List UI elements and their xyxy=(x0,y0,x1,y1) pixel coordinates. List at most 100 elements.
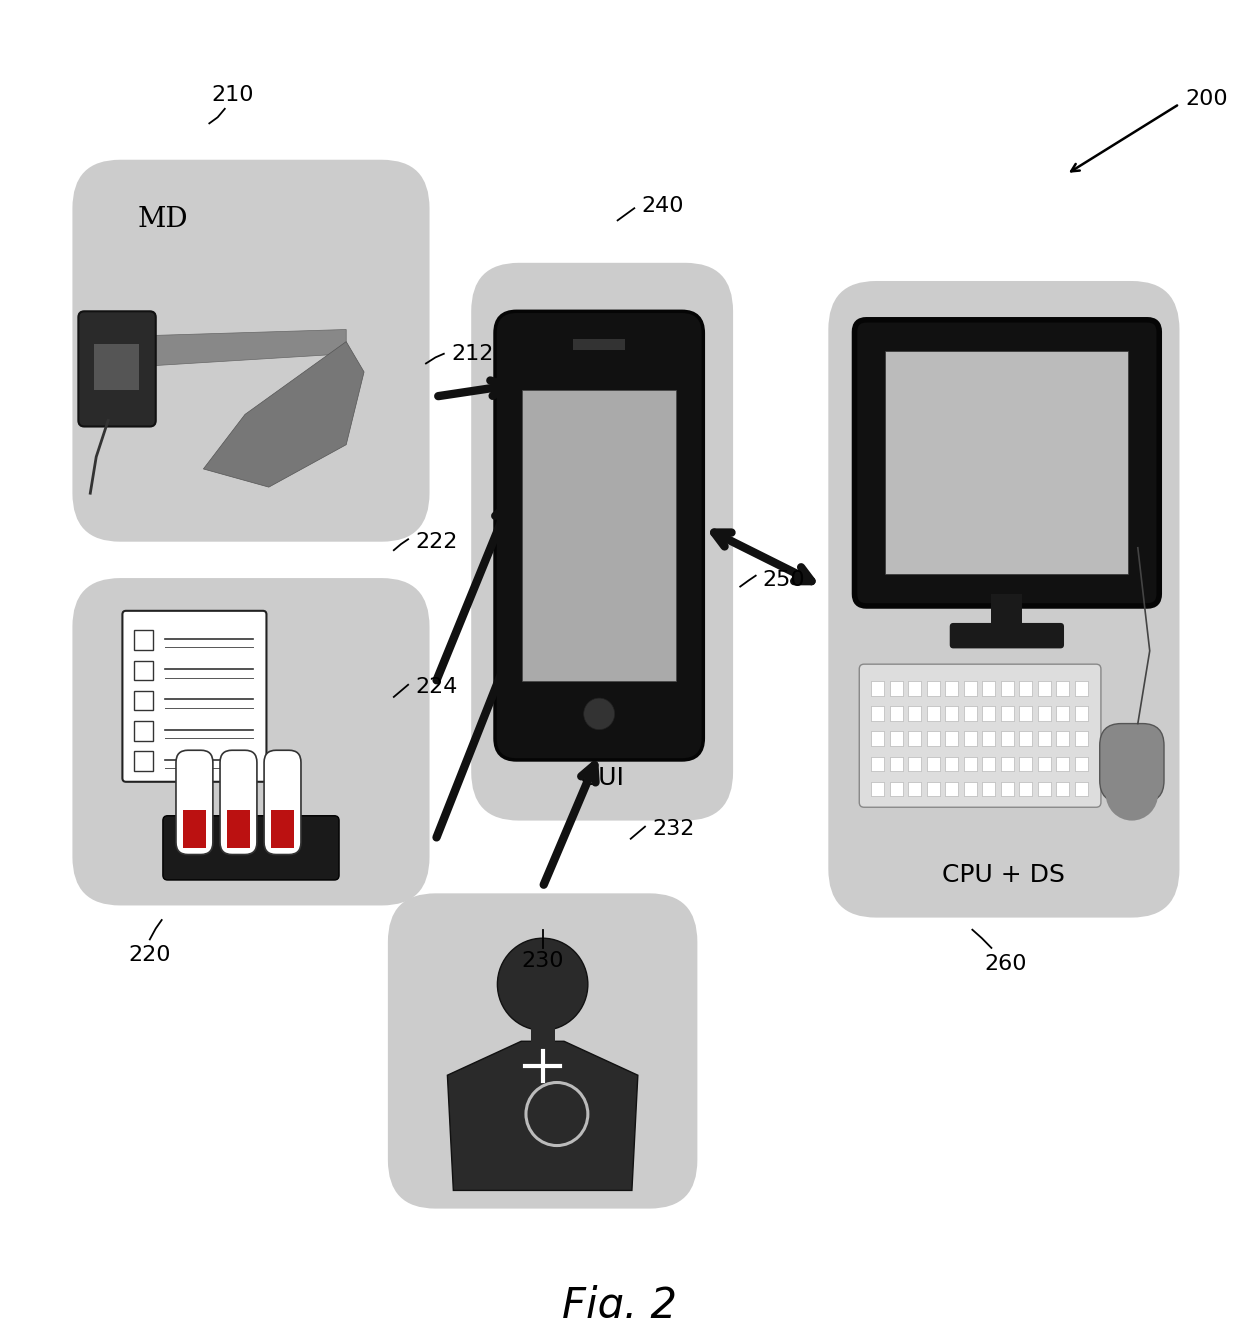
Bar xyxy=(1038,782,1050,796)
Bar xyxy=(963,757,977,771)
Bar xyxy=(1075,782,1087,796)
Bar xyxy=(945,757,959,771)
Text: 212: 212 xyxy=(451,344,494,364)
Bar xyxy=(1056,706,1069,721)
Circle shape xyxy=(584,699,615,730)
FancyBboxPatch shape xyxy=(219,750,257,854)
Bar xyxy=(872,706,884,721)
Bar xyxy=(184,809,206,849)
Bar xyxy=(872,757,884,771)
Bar xyxy=(134,751,154,771)
Bar xyxy=(1019,757,1033,771)
Bar xyxy=(134,630,154,650)
Text: Fig. 2: Fig. 2 xyxy=(563,1285,677,1318)
Bar xyxy=(94,344,139,390)
Bar xyxy=(1075,731,1087,746)
Bar xyxy=(1001,731,1014,746)
Bar xyxy=(945,681,959,696)
Bar xyxy=(1056,757,1069,771)
Bar xyxy=(982,782,996,796)
Bar xyxy=(1056,731,1069,746)
Text: 222: 222 xyxy=(415,531,458,552)
Circle shape xyxy=(497,938,588,1031)
Bar xyxy=(1075,681,1087,696)
Text: 220: 220 xyxy=(129,945,171,965)
Bar xyxy=(1001,782,1014,796)
Text: 232: 232 xyxy=(652,818,694,840)
Bar xyxy=(1038,681,1050,696)
Bar xyxy=(1056,782,1069,796)
FancyBboxPatch shape xyxy=(471,262,733,821)
Bar xyxy=(982,731,996,746)
Bar xyxy=(885,352,1128,575)
Text: 224: 224 xyxy=(415,677,458,697)
Bar xyxy=(1075,757,1087,771)
Text: MD: MD xyxy=(138,206,188,233)
Text: GUI: GUI xyxy=(579,766,625,791)
Bar xyxy=(982,706,996,721)
Bar xyxy=(908,782,921,796)
Bar xyxy=(1001,681,1014,696)
Bar xyxy=(889,757,903,771)
Bar xyxy=(926,757,940,771)
Bar xyxy=(134,660,154,680)
Bar xyxy=(926,706,940,721)
Bar xyxy=(531,1025,554,1048)
Bar xyxy=(134,691,154,710)
FancyBboxPatch shape xyxy=(388,894,697,1209)
Bar xyxy=(945,782,959,796)
FancyBboxPatch shape xyxy=(78,311,156,427)
Bar xyxy=(1038,706,1050,721)
Bar xyxy=(889,782,903,796)
Bar xyxy=(1019,706,1033,721)
Bar xyxy=(908,706,921,721)
Text: 230: 230 xyxy=(521,952,564,971)
Bar xyxy=(992,594,1022,633)
Bar xyxy=(982,757,996,771)
FancyBboxPatch shape xyxy=(176,750,213,854)
Bar xyxy=(963,681,977,696)
Bar xyxy=(1038,731,1050,746)
Text: CPU + DS: CPU + DS xyxy=(942,863,1065,887)
FancyBboxPatch shape xyxy=(950,623,1064,648)
Bar xyxy=(908,681,921,696)
Bar xyxy=(522,390,676,681)
FancyBboxPatch shape xyxy=(828,281,1179,917)
Bar xyxy=(926,782,940,796)
Bar xyxy=(872,731,884,746)
Bar xyxy=(272,809,294,849)
Text: 200: 200 xyxy=(1185,90,1228,109)
Bar xyxy=(889,731,903,746)
FancyBboxPatch shape xyxy=(854,320,1159,606)
Bar xyxy=(1038,757,1050,771)
Bar xyxy=(908,731,921,746)
Bar xyxy=(926,731,940,746)
Bar xyxy=(889,706,903,721)
FancyBboxPatch shape xyxy=(495,311,703,760)
Bar xyxy=(963,706,977,721)
FancyBboxPatch shape xyxy=(72,579,429,905)
Bar xyxy=(926,681,940,696)
Polygon shape xyxy=(448,1041,637,1190)
Text: 240: 240 xyxy=(641,196,684,216)
Wedge shape xyxy=(1106,793,1158,821)
Bar xyxy=(1019,782,1033,796)
FancyBboxPatch shape xyxy=(859,664,1101,807)
FancyBboxPatch shape xyxy=(1100,724,1164,803)
Bar xyxy=(963,782,977,796)
Bar xyxy=(889,681,903,696)
Bar xyxy=(134,721,154,741)
Bar xyxy=(945,706,959,721)
Bar xyxy=(963,731,977,746)
FancyBboxPatch shape xyxy=(162,816,339,880)
Bar xyxy=(1019,731,1033,746)
Bar xyxy=(1056,681,1069,696)
Bar xyxy=(872,782,884,796)
Text: 210: 210 xyxy=(212,86,254,105)
Polygon shape xyxy=(203,341,365,488)
Text: 260: 260 xyxy=(985,954,1027,974)
FancyBboxPatch shape xyxy=(264,750,301,854)
Bar xyxy=(227,809,249,849)
FancyBboxPatch shape xyxy=(123,610,267,782)
Bar xyxy=(1019,681,1033,696)
